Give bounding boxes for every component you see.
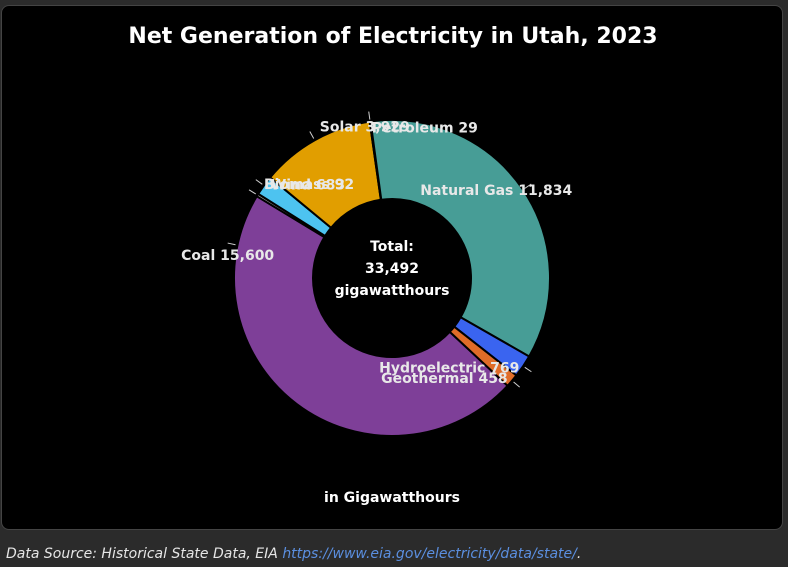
label-biomass: Biomass 92 [264,177,354,193]
leader-line-petroleum [368,111,371,120]
data-source-trailing: . [576,546,582,562]
label-petroleum: Petroleum 29 [372,121,478,137]
leader-line-biomass [248,189,257,195]
donut-chart: Net Generation of Electricity in Utah, 2… [128,24,657,506]
slice-coal [233,194,509,437]
leader-line-solar [309,131,315,139]
label-coal: Coal 15,600 [181,248,274,264]
label-hydroelectric: Hydroelectric 769 [379,361,519,377]
slices-group [233,119,551,437]
slice-geothermal [448,325,518,388]
label-solar: Solar 3,929 [320,119,410,135]
leader-line-natural-gas [524,183,532,189]
data-source-footer: Data Source: Historical State Data, EIA … [6,546,581,562]
center-total-value: 33,492 [365,261,419,277]
data-source-text: Data Source: Historical State Data, EIA [6,546,283,562]
slice-natural-gas [369,119,551,358]
leader-line-coal [227,242,236,246]
chart-title: Net Generation of Electricity in Utah, 2… [128,24,657,49]
data-source-link[interactable]: https://www.eia.gov/electricity/data/sta… [282,546,577,562]
center-total-label: Total: [370,239,414,255]
label-wind: Wind 683 [271,178,345,194]
leader-line-wind [255,179,263,185]
leader-line-geothermal [513,381,521,388]
label-geothermal: Geothermal 458 [381,371,508,387]
label-natural-gas: Natural Gas 11,834 [420,183,572,199]
chart-subtitle: in Gigawatthours [324,490,460,506]
center-total-unit: gigawatthours [335,283,450,299]
leader-line-hydroelectric [524,366,532,373]
chart-panel [1,5,783,530]
